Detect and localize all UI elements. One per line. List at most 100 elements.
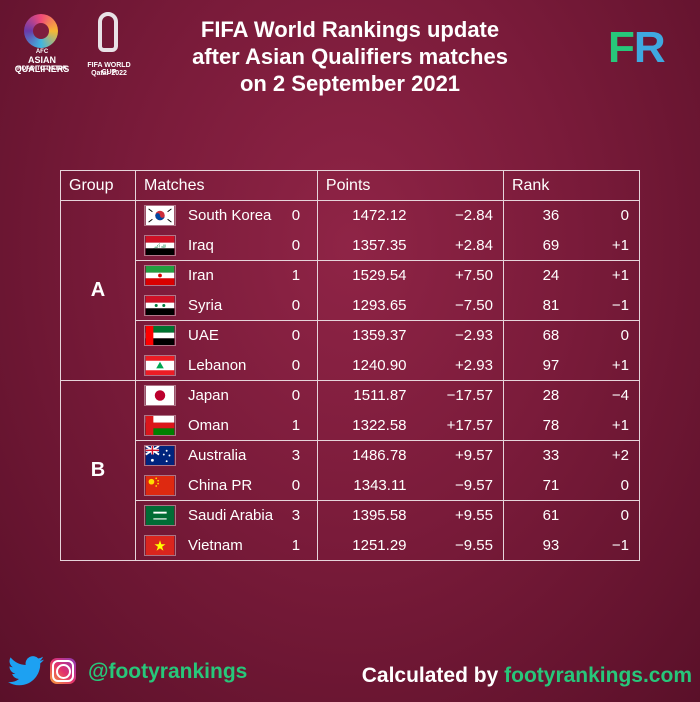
matches-spacer xyxy=(310,230,318,261)
rank-change: −4 xyxy=(589,380,641,411)
logo-letter-r: R xyxy=(633,23,666,72)
afc-asian-qualifiers-logo: AFC ASIAN QUALIFIERS ROAD TO QATAR xyxy=(12,14,72,76)
table-row: Australia 3 1486.78 +9.57 33 +2 xyxy=(61,440,641,471)
title-line: FIFA World Rankings update xyxy=(200,17,500,42)
vietnam-flag-icon xyxy=(144,534,176,556)
points-value: 1343.11 xyxy=(353,476,407,494)
header-group: Group xyxy=(60,170,136,201)
rank-value: 71 xyxy=(542,476,560,494)
rank-change: −1 xyxy=(589,290,641,321)
rank-value: 97 xyxy=(503,350,590,381)
flag-cell xyxy=(135,350,184,381)
goals-scored: 3 xyxy=(280,500,311,531)
afc-logo-text: AFC xyxy=(35,49,49,55)
matches-spacer xyxy=(310,410,318,441)
flag-cell xyxy=(135,290,184,321)
credit-site-link[interactable]: footyrankings.com xyxy=(504,664,692,687)
points-value: 1359.37 xyxy=(317,320,417,351)
rankings-body: A South Korea 0 1472.12 −2.84 36 0 الله أكبر Ira… xyxy=(60,200,641,561)
table-row: UAE 0 1359.37 −2.93 68 0 xyxy=(61,320,641,351)
rank-value: 78 xyxy=(542,416,560,434)
footyrankings-logo: FR xyxy=(608,23,666,72)
table-row: الله أكبر Iraq 0 1357.35 +2.84 69 +1 xyxy=(61,230,641,261)
matches-spacer xyxy=(310,530,318,561)
points-value: 1251.29 xyxy=(317,530,417,561)
table-row: China PR 0 1343.11 −9.57 71 0 xyxy=(61,470,641,501)
matches-spacer xyxy=(310,380,318,411)
matches-spacer xyxy=(310,470,318,501)
goals-scored: 1 xyxy=(291,416,301,434)
goals-scored: 0 xyxy=(280,320,311,351)
saudi-arabia-flag-icon xyxy=(144,505,176,527)
twitter-icon[interactable] xyxy=(8,656,44,686)
rank-value: 33 xyxy=(503,440,590,471)
matches-spacer xyxy=(310,260,318,291)
rank-change: 0 xyxy=(589,200,641,231)
points-value: 1511.87 xyxy=(317,380,417,411)
china-flag-icon xyxy=(144,474,176,496)
instagram-icon[interactable] xyxy=(50,658,76,684)
flag-cell: الله أكبر xyxy=(135,230,184,261)
team-name: Vietnam xyxy=(184,530,281,561)
matches-spacer xyxy=(310,440,318,471)
australia-flag-icon xyxy=(144,445,176,467)
goals-scored: 0 xyxy=(280,380,311,411)
flag-cell xyxy=(135,380,184,411)
page-title: FIFA World Rankings update after Asian Q… xyxy=(150,16,550,97)
points-change: −17.57 xyxy=(416,380,504,411)
lebanon-flag-icon xyxy=(144,354,176,376)
flag-cell xyxy=(135,440,184,471)
social-handle[interactable]: @footyrankings xyxy=(88,660,248,683)
footer: @footyrankings Calculated by footyrankin… xyxy=(0,650,700,702)
team-name: UAE xyxy=(184,320,281,351)
wc-logo-text: FIFA WORLD CUP xyxy=(87,62,131,76)
syria-flag-icon xyxy=(144,294,176,316)
fifa-world-cup-logo: FIFA WORLD CUP Qatar 2022 xyxy=(80,12,138,80)
flag-cell xyxy=(135,410,184,441)
rankings-table: Group Matches Points Rank A South Korea 0 1… xyxy=(60,170,641,561)
points-change: −2.84 xyxy=(416,200,504,231)
rank-value: 28 xyxy=(503,380,590,411)
points-value: 1357.35 xyxy=(352,236,407,254)
points-value: 1486.78 xyxy=(317,440,417,471)
matches-spacer xyxy=(310,320,318,351)
matches-spacer xyxy=(310,200,318,231)
points-change: −7.50 xyxy=(416,290,504,321)
team-name: Australia xyxy=(184,440,281,471)
afc-logo-text: ASIAN QUALIFIERS xyxy=(14,55,70,74)
matches-spacer xyxy=(310,290,318,321)
team-name: Lebanon xyxy=(184,350,281,381)
points-value: 1240.90 xyxy=(317,350,417,381)
credit-prefix: Calculated by xyxy=(361,664,505,687)
matches-spacer xyxy=(310,500,318,531)
team-name: Iraq xyxy=(188,236,214,254)
rank-change: 0 xyxy=(589,500,641,531)
south-korea-flag-icon xyxy=(144,205,176,227)
afc-logo-text: ROAD TO QATAR xyxy=(17,66,67,72)
group-label: B xyxy=(60,380,136,561)
points-value: 1395.58 xyxy=(317,500,417,531)
points-change: −2.93 xyxy=(416,320,504,351)
team-name: Iran xyxy=(184,260,281,291)
rank-value: 68 xyxy=(503,320,590,351)
flag-cell xyxy=(135,200,184,231)
title-line: on 2 September 2021 xyxy=(239,71,461,96)
flag-cell xyxy=(135,470,184,501)
team-name: China PR xyxy=(188,476,253,494)
points-change: +2.84 xyxy=(416,230,504,261)
rank-value: 24 xyxy=(503,260,590,291)
flag-cell xyxy=(135,260,184,291)
header-points: Points xyxy=(316,170,504,201)
goals-scored: 3 xyxy=(280,440,311,471)
header-rank: Rank xyxy=(502,170,641,201)
table-header-row: Group Matches Points Rank xyxy=(60,170,641,201)
table-row: Iran 1 1529.54 +7.50 24 +1 xyxy=(61,260,641,291)
iraq-flag-icon: الله أكبر xyxy=(144,234,176,256)
rank-change: +1 xyxy=(589,230,641,261)
points-change: −9.55 xyxy=(416,530,504,561)
rank-value: 61 xyxy=(503,500,590,531)
rank-value: 81 xyxy=(542,296,560,314)
japan-flag-icon xyxy=(144,385,176,407)
points-change: +9.55 xyxy=(416,500,504,531)
header: AFC ASIAN QUALIFIERS ROAD TO QATAR FIFA … xyxy=(0,0,700,110)
